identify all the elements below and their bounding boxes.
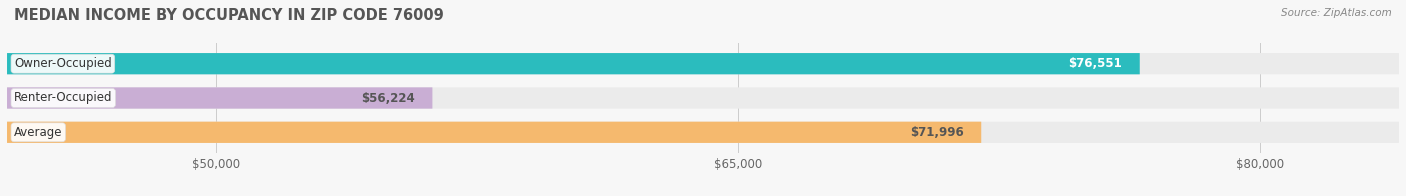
Text: $76,551: $76,551 (1069, 57, 1122, 70)
Text: $56,224: $56,224 (361, 92, 415, 104)
FancyBboxPatch shape (7, 53, 1140, 74)
FancyBboxPatch shape (7, 87, 433, 109)
Text: Source: ZipAtlas.com: Source: ZipAtlas.com (1281, 8, 1392, 18)
Text: Average: Average (14, 126, 62, 139)
FancyBboxPatch shape (7, 122, 1399, 143)
Text: MEDIAN INCOME BY OCCUPANCY IN ZIP CODE 76009: MEDIAN INCOME BY OCCUPANCY IN ZIP CODE 7… (14, 8, 444, 23)
FancyBboxPatch shape (7, 87, 1399, 109)
FancyBboxPatch shape (7, 53, 1399, 74)
FancyBboxPatch shape (7, 122, 981, 143)
Text: Owner-Occupied: Owner-Occupied (14, 57, 111, 70)
Text: $71,996: $71,996 (910, 126, 965, 139)
Text: Renter-Occupied: Renter-Occupied (14, 92, 112, 104)
